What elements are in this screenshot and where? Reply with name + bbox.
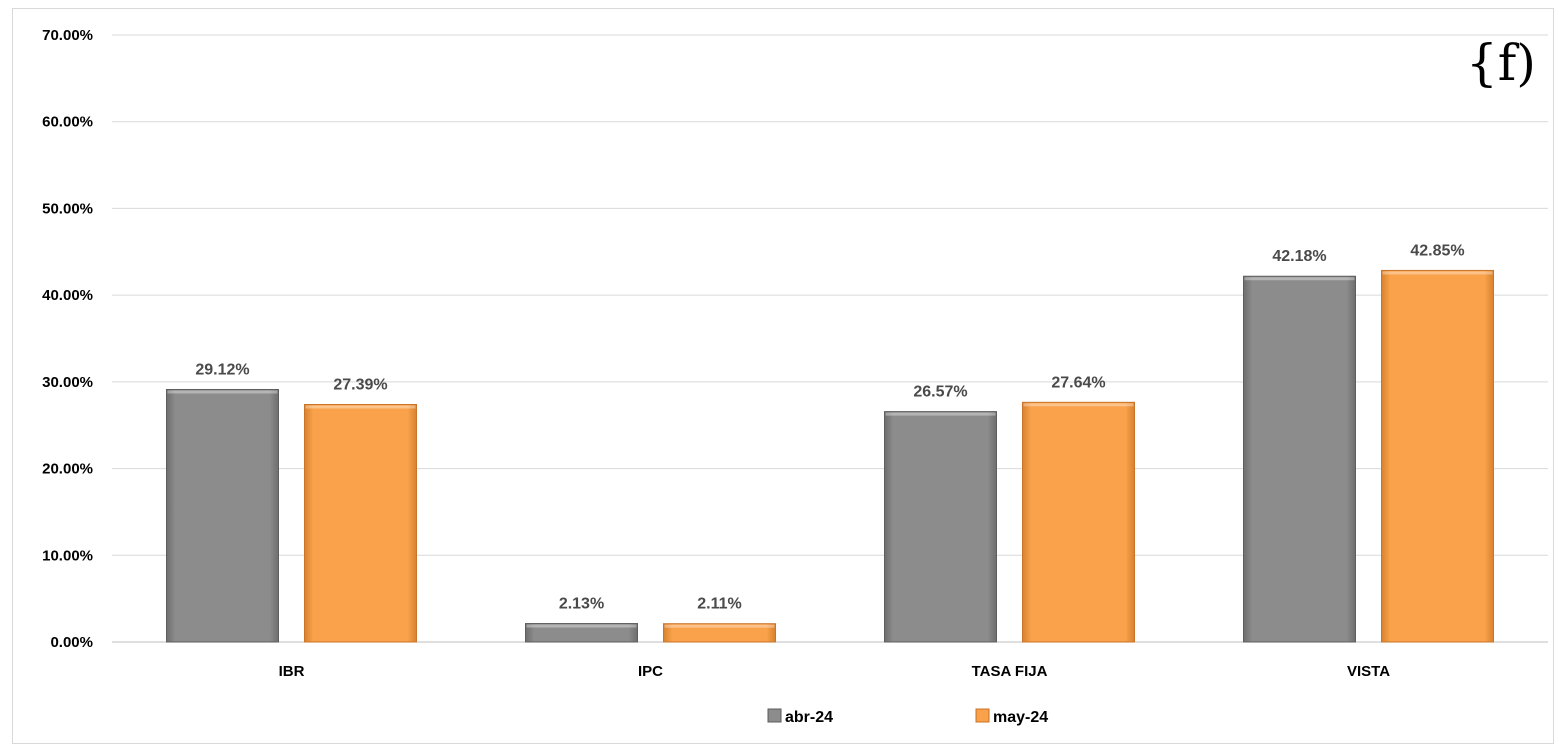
function-logo-icon: {f)	[1466, 34, 1536, 92]
data-label: 42.85%	[1410, 242, 1464, 259]
y-tick-label: 10.00%	[42, 547, 93, 564]
x-axis: IBR IPC TASA FIJA VISTA	[279, 663, 1391, 680]
y-tick-label: 30.00%	[42, 374, 93, 391]
bar-abr-24-vista	[1243, 275, 1356, 643]
data-label: 27.39%	[333, 376, 387, 393]
bar-may-24-ipc	[663, 623, 776, 643]
bar-may-24-tasa-fija	[1022, 401, 1135, 643]
legend-label-abr-24: abr-24	[785, 709, 833, 726]
x-tick-label: VISTA	[1347, 663, 1390, 680]
bar-highlight	[305, 405, 416, 409]
bar-highlight	[1023, 403, 1134, 407]
y-axis: 0.00% 10.00% 20.00% 30.00% 40.00% 50.00% 60.00…	[42, 27, 93, 651]
data-label: 42.18%	[1272, 248, 1326, 265]
data-label: 2.11%	[697, 596, 741, 613]
data-labels: 29.12% 27.39% 2.13% 2.11% 26.57% 27.64% 42.18%…	[195, 242, 1464, 612]
legend-swatch-may-24	[975, 708, 990, 723]
data-label: 29.12%	[195, 361, 249, 378]
legend: abr-24 may-24	[767, 708, 1048, 726]
bar-abr-24-ibr	[166, 388, 279, 643]
bar-highlight	[885, 412, 996, 416]
data-label: 26.57%	[913, 384, 967, 401]
bar-highlight	[1244, 277, 1355, 281]
y-tick-label: 70.00%	[42, 27, 93, 44]
bar-highlight	[1382, 271, 1493, 275]
y-tick-label: 20.00%	[42, 461, 93, 478]
y-tick-label: 0.00%	[50, 634, 93, 651]
x-tick-label: IPC	[638, 663, 663, 680]
chart-frame	[12, 8, 1554, 744]
legend-swatch-abr-24	[767, 708, 782, 723]
y-tick-label: 60.00%	[42, 114, 93, 131]
data-label: 2.13%	[559, 596, 604, 613]
bars	[166, 269, 1494, 643]
bar-highlight	[664, 624, 775, 628]
bar-may-24-vista	[1381, 269, 1494, 643]
x-tick-label: IBR	[279, 663, 305, 680]
bar-may-24-ibr	[304, 403, 417, 643]
x-tick-label: TASA FIJA	[972, 663, 1048, 680]
bar-abr-24-tasa-fija	[884, 411, 997, 643]
bar-highlight	[167, 390, 278, 394]
bar-abr-24-ipc	[525, 623, 638, 643]
y-tick-label: 50.00%	[42, 200, 93, 217]
data-label: 27.64%	[1051, 374, 1105, 391]
legend-label-may-24: may-24	[993, 709, 1048, 726]
bar-highlight	[526, 624, 637, 628]
y-tick-label: 40.00%	[42, 287, 93, 304]
